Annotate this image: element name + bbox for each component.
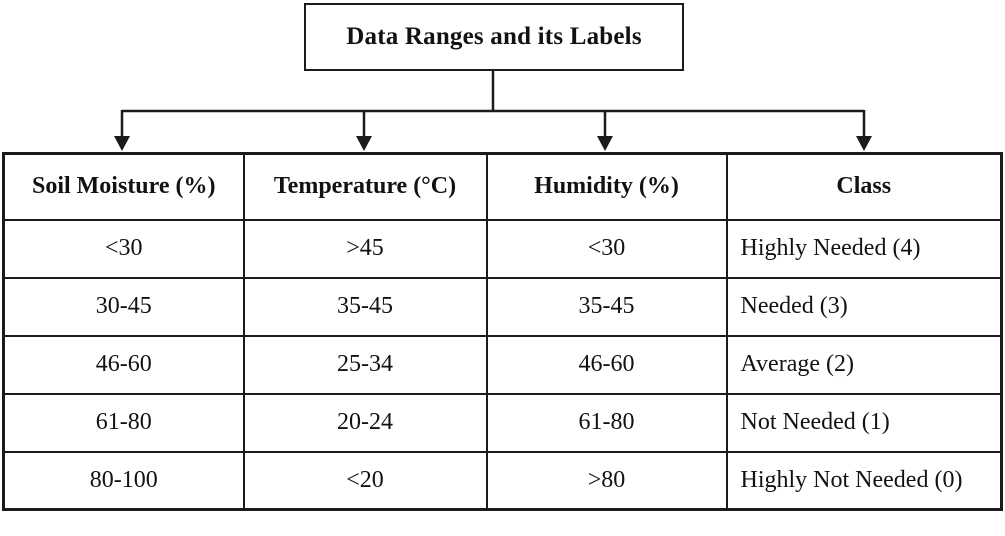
table-cell: 25-34 xyxy=(242,334,488,395)
table-cell: 80-100 xyxy=(2,450,245,511)
arrow-down-icon xyxy=(856,136,872,151)
figure-title: Data Ranges and its Labels xyxy=(346,23,642,50)
table-cell: 61-80 xyxy=(485,392,728,453)
table-row: <30 >45 <30 Highly Needed (4) xyxy=(2,218,1003,279)
table-cell: 46-60 xyxy=(2,334,245,395)
column-header-class: Class xyxy=(725,152,1003,221)
header-row: Soil Moisture (%) Temperature (°C) Humid… xyxy=(2,152,1003,221)
table-cell-class: Highly Needed (4) xyxy=(725,218,1003,279)
arrow-down-icon xyxy=(114,136,130,151)
table-cell: 20-24 xyxy=(242,392,488,453)
table-row: 30-45 35-45 35-45 Needed (3) xyxy=(2,276,1003,337)
table-cell: >45 xyxy=(242,218,488,279)
column-header-soil-moisture: Soil Moisture (%) xyxy=(2,152,245,221)
table-cell: 61-80 xyxy=(2,392,245,453)
table-row: 46-60 25-34 46-60 Average (2) xyxy=(2,334,1003,395)
arrow-down-icon xyxy=(597,136,613,151)
table-cell: 35-45 xyxy=(485,276,728,337)
table-cell-class: Needed (3) xyxy=(725,276,1003,337)
table-cell: <30 xyxy=(2,218,245,279)
table-row: 61-80 20-24 61-80 Not Needed (1) xyxy=(2,392,1003,453)
table-cell: 35-45 xyxy=(242,276,488,337)
table-cell-class: Highly Not Needed (0) xyxy=(725,450,1003,511)
table-cell: <30 xyxy=(485,218,728,279)
title-box: Data Ranges and its Labels xyxy=(304,3,684,71)
arrow-down-icon xyxy=(356,136,372,151)
column-header-temperature: Temperature (°C) xyxy=(242,152,488,221)
table-cell: <20 xyxy=(242,450,488,511)
column-header-humidity: Humidity (%) xyxy=(485,152,728,221)
table-cell: >80 xyxy=(485,450,728,511)
table-cell: 46-60 xyxy=(485,334,728,395)
table-cell: 30-45 xyxy=(2,276,245,337)
table-row: 80-100 <20 >80 Highly Not Needed (0) xyxy=(2,450,1003,511)
table-cell-class: Not Needed (1) xyxy=(725,392,1003,453)
table-cell-class: Average (2) xyxy=(725,334,1003,395)
data-table: Soil Moisture (%) Temperature (°C) Humid… xyxy=(2,152,1003,511)
